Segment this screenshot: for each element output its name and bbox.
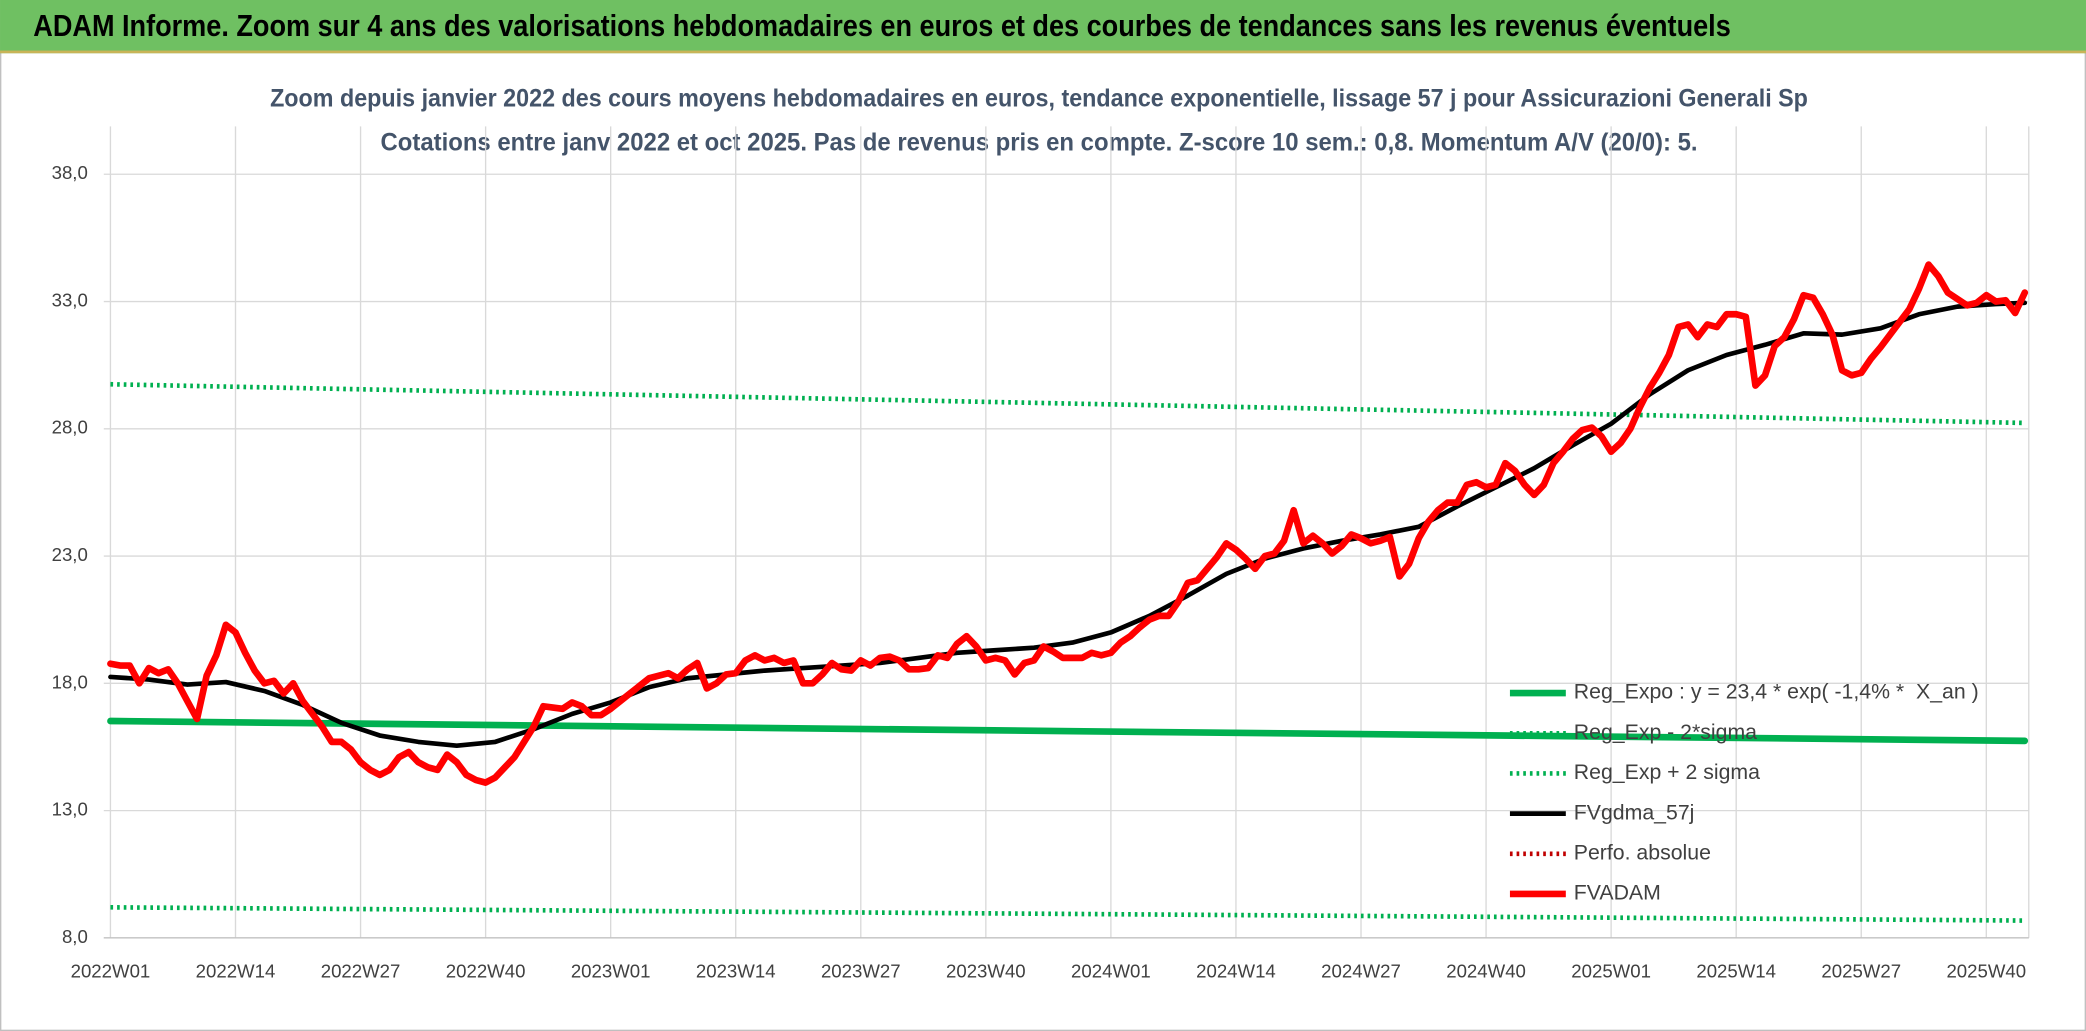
legend-label: FVgdma_57j [1574,800,1695,824]
legend: Reg_Expo : y = 23,4 * exp( -1,4% * X_an … [1509,680,1979,905]
x-tick-label: 2023W27 [821,960,901,981]
x-tick-label: 2022W14 [196,960,276,981]
x-tick-label: 2025W40 [1946,960,2026,981]
x-tick-label: 2024W40 [1446,960,1526,981]
x-tick-label: 2024W01 [1071,960,1151,981]
x-tick-label: 2022W01 [71,960,151,981]
x-tick-label: 2025W01 [1571,960,1651,981]
x-tick-label: 2025W14 [1696,960,1776,981]
chart-title: Zoom depuis janvier 2022 des cours moyen… [270,84,1808,112]
y-tick-label: 38,0 [52,162,88,183]
chart-subtitle: Cotations entre janv 2022 et oct 2025. P… [380,128,1697,156]
x-tick-label: 2024W14 [1196,960,1276,981]
series-line [108,300,2028,749]
series-line [110,381,2025,426]
header-bar [0,0,2086,54]
x-tick-label: 2024W27 [1321,960,1401,981]
legend-label: Reg_Expo : y = 23,4 * exp( -1,4% * X_an … [1574,680,1979,704]
x-tick-label: 2022W27 [321,960,401,981]
y-tick-label: 33,0 [52,289,88,310]
header-rule [0,50,2086,54]
x-tick-label: 2023W01 [571,960,651,981]
header-title: ADAM Informe. Zoom sur 4 ans des valoris… [33,9,1730,43]
legend-label: FVADAM [1574,881,1661,905]
series-line [107,261,2029,786]
x-tick-label: 2023W14 [696,960,776,981]
legend-label: Perfo. absolue [1574,840,1711,864]
series-line [110,905,2025,923]
legend-label: Reg_Exp - 2*sigma [1574,720,1757,744]
y-tick-label: 13,0 [52,799,88,820]
y-tick-label: 8,0 [62,926,88,947]
x-tick-label: 2023W40 [946,960,1026,981]
y-tick-label: 23,0 [52,544,88,565]
series-line [107,717,2029,745]
y-tick-label: 28,0 [52,417,88,438]
x-tick-label: 2022W40 [446,960,526,981]
x-tick-label: 2025W27 [1821,960,1901,981]
y-tick-label: 18,0 [52,671,88,692]
legend-label: Reg_Exp + 2 sigma [1574,760,1760,784]
